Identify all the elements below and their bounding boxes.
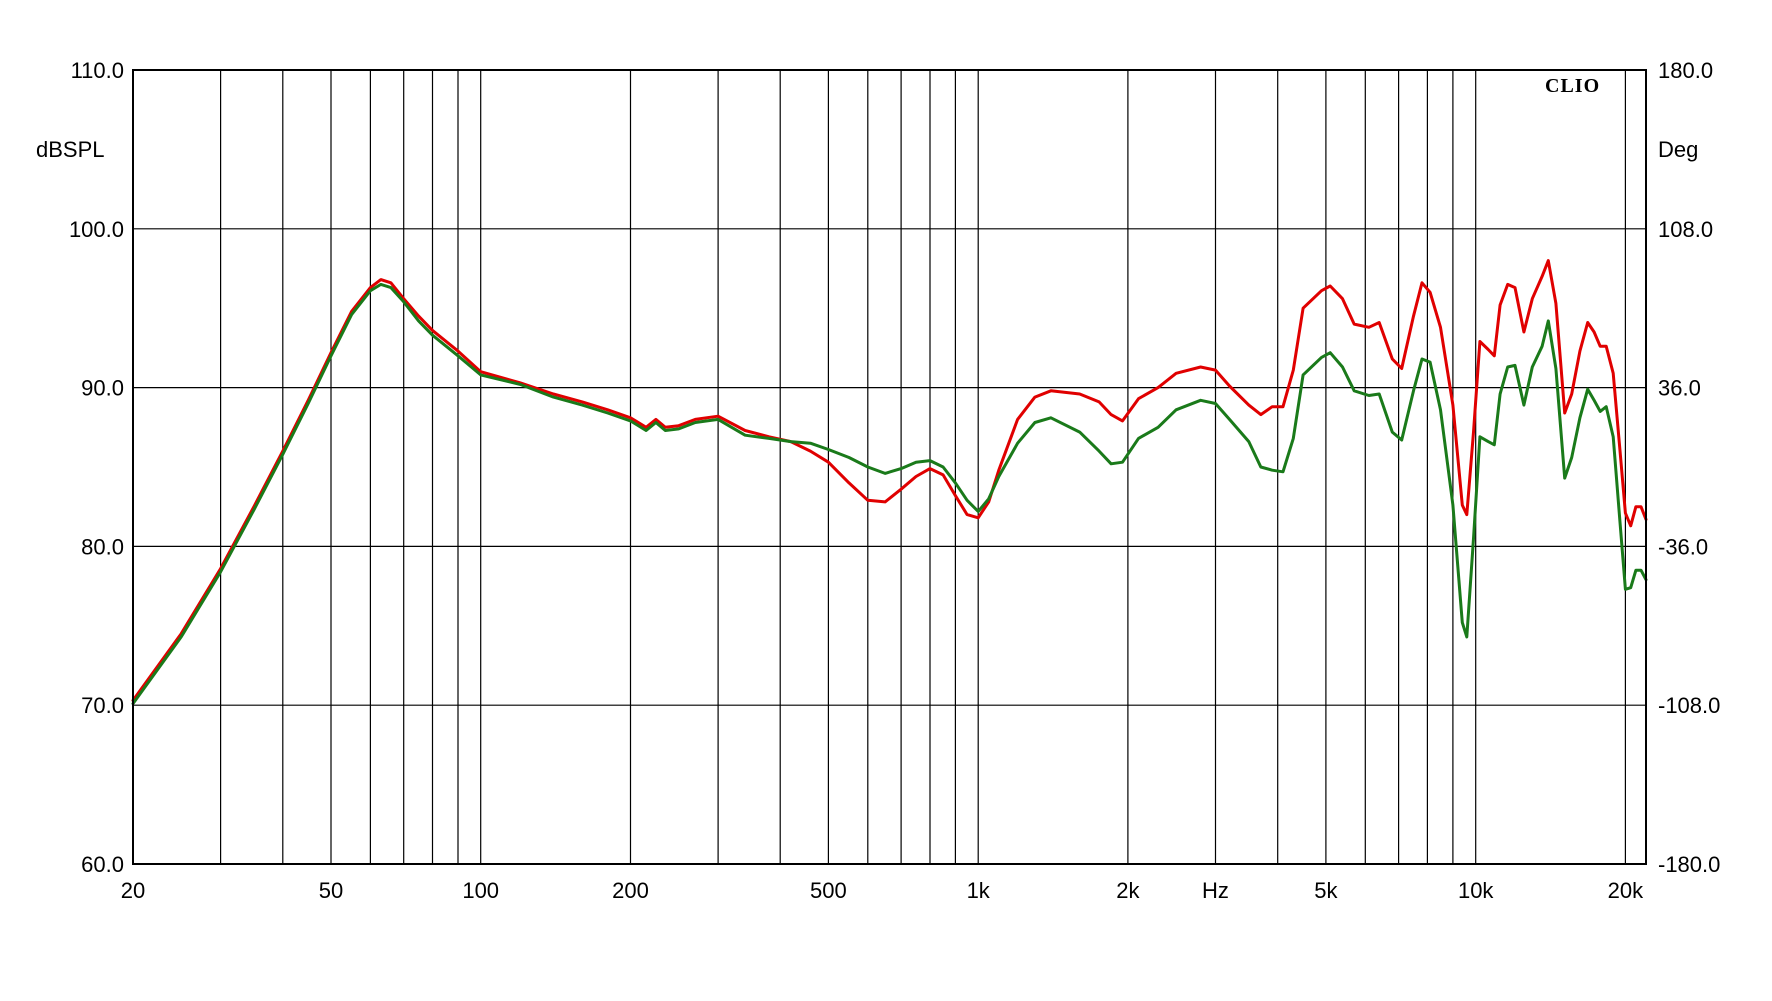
y2-tick-label: 180.0 — [1658, 58, 1713, 83]
y-tick-label: 100.0 — [69, 217, 124, 242]
y-tick-label: 80.0 — [81, 534, 124, 559]
x-tick-label: 50 — [319, 878, 343, 903]
y2-tick-label: -180.0 — [1658, 852, 1720, 877]
curves — [131, 259, 1648, 706]
y-tick-label: 90.0 — [81, 376, 124, 401]
y2-tick-label: -36.0 — [1658, 534, 1708, 559]
x-axis-unit: Hz — [1202, 878, 1229, 903]
x-tick-label: 20k — [1608, 878, 1644, 903]
x-tick-label: 100 — [462, 878, 499, 903]
y2-tick-label: 108.0 — [1658, 217, 1713, 242]
x-tick-label: 500 — [810, 878, 847, 903]
x-tick-label: 1k — [967, 878, 991, 903]
x-tick-label: 5k — [1314, 878, 1338, 903]
y2-tick-label: -108.0 — [1658, 693, 1720, 718]
y-axis-unit: dBSPL — [36, 137, 105, 162]
grid — [132, 69, 1646, 865]
plot-frame — [132, 69, 1647, 865]
x-tick-label: 200 — [612, 878, 649, 903]
axis-labels: 60.0 70.0 80.0 90.0 100.0 110.0 -180.0 -108.0 -3… — [69, 58, 1720, 903]
y-tick-label: 60.0 — [81, 852, 124, 877]
brand-logo-text: CLIO — [1545, 75, 1600, 97]
x-tick-label: 20 — [121, 878, 145, 903]
y-tick-label: 70.0 — [81, 693, 124, 718]
y2-tick-label: 36.0 — [1658, 376, 1701, 401]
y-tick-label: 110.0 — [71, 58, 124, 83]
series-line-2 — [131, 282, 1648, 706]
series-line-1 — [131, 259, 1648, 702]
x-tick-label: 10k — [1458, 878, 1494, 903]
y2-axis-unit: Deg — [1658, 137, 1698, 162]
x-tick-label: 2k — [1116, 878, 1140, 903]
